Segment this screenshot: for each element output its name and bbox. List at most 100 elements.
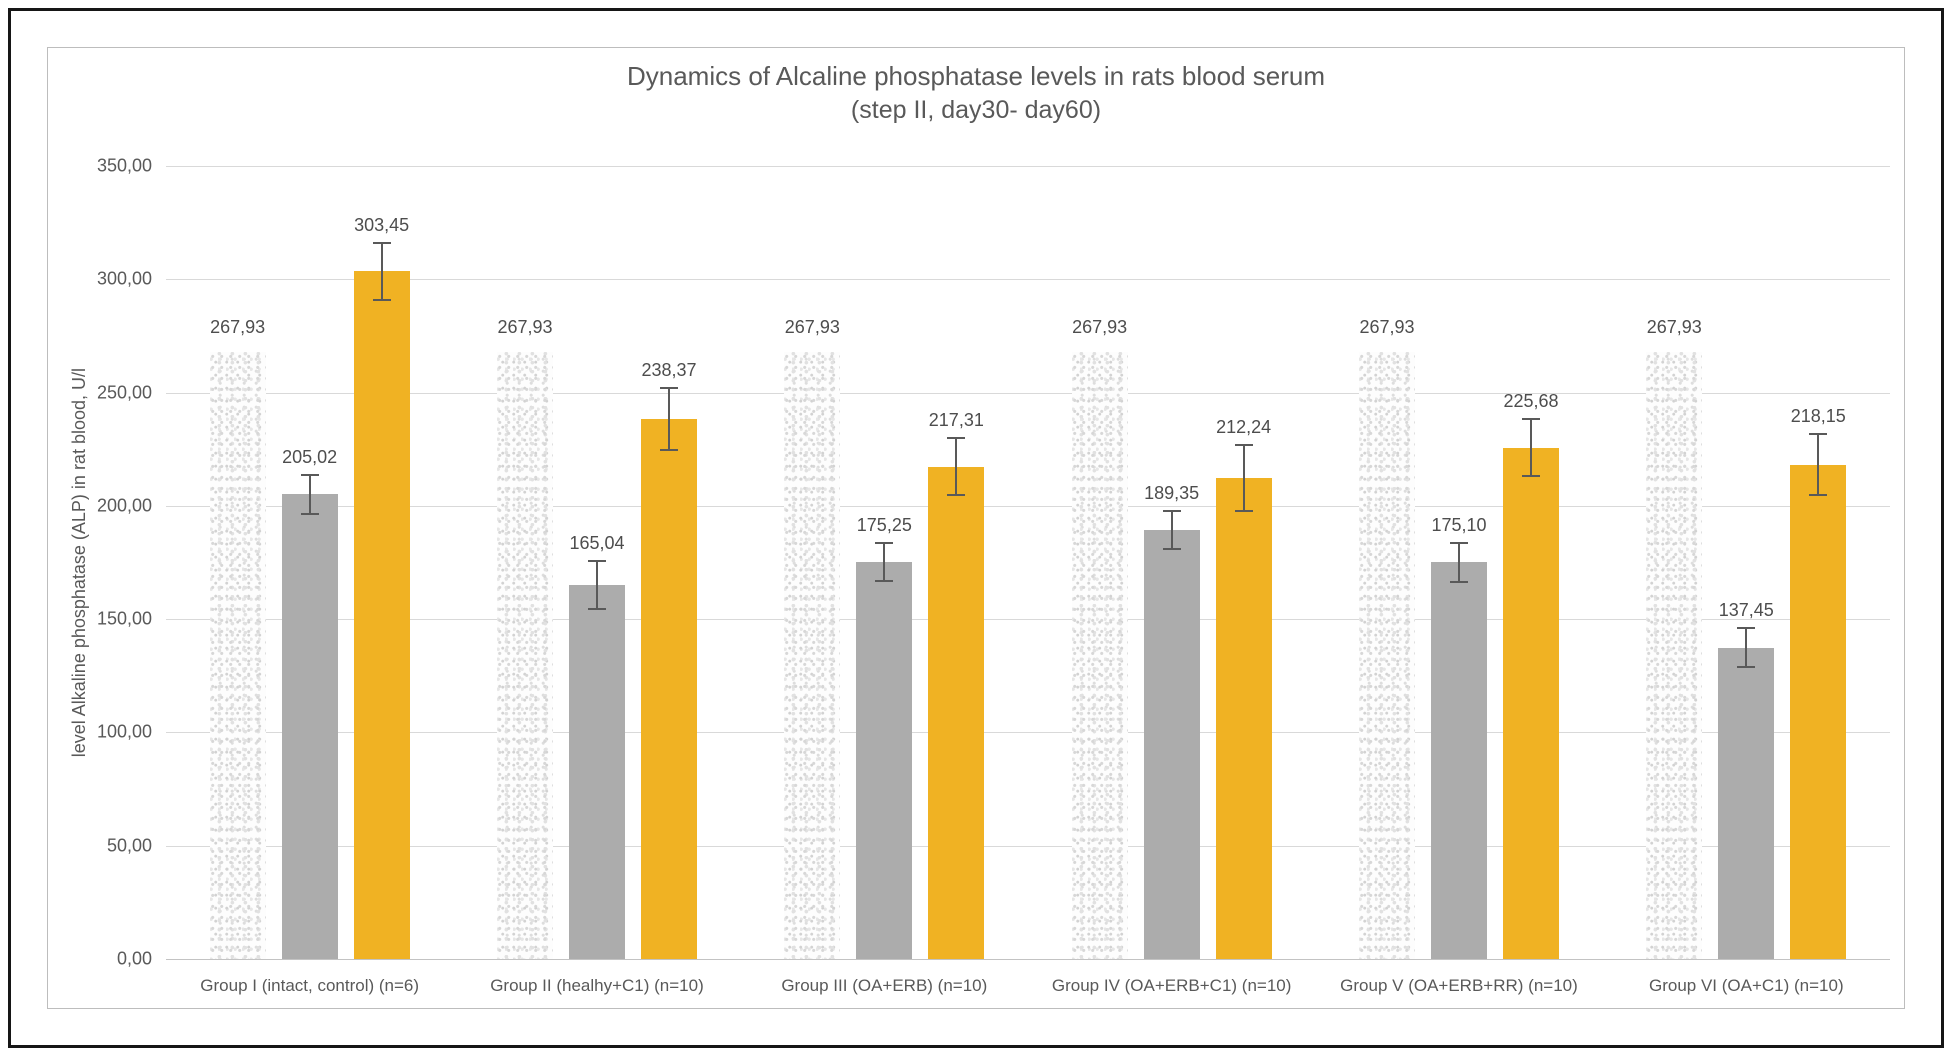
bar-gray-series-group-3 bbox=[856, 561, 913, 959]
bar-reference-speckled-group-3 bbox=[784, 351, 841, 959]
bar-reference-speckled-group-6 bbox=[1646, 351, 1703, 959]
x-category-label-group-2: Group II (healhy+C1) (n=10) bbox=[490, 976, 704, 995]
barwrap-yellow-series-group-6: 218,15 bbox=[1790, 166, 1847, 959]
barwrap-reference-speckled-group-5: 267,93 bbox=[1358, 166, 1415, 959]
gridline bbox=[166, 959, 1890, 960]
bar-reference-speckled-group-4 bbox=[1071, 351, 1128, 959]
figure-outer-frame: Dynamics of Alcaline phosphatase levels … bbox=[8, 8, 1944, 1048]
bar-value-label-reference-speckled-group-5: 267,93 bbox=[1359, 316, 1415, 337]
bar-value-label-gray-series-group-6: 137,45 bbox=[1718, 600, 1774, 621]
bar-yellow-series-group-5 bbox=[1502, 447, 1559, 959]
gridline bbox=[166, 279, 1890, 281]
bar-value-label-gray-series-group-3: 175,25 bbox=[856, 514, 912, 535]
barwrap-yellow-series-group-1: 303,45 bbox=[353, 166, 410, 959]
bar-yellow-series-group-3 bbox=[928, 466, 985, 959]
y-tick-label: 50,00 bbox=[106, 835, 152, 856]
bar-value-label-reference-speckled-group-4: 267,93 bbox=[1072, 316, 1128, 337]
bar-clusters: 267,93 205,02 303,45 267,93 165,04 238,37 267,… bbox=[166, 166, 1890, 959]
bar-value-label-gray-series-group-1: 205,02 bbox=[282, 447, 338, 468]
gridline bbox=[166, 619, 1890, 621]
bar-value-label-reference-speckled-group-3: 267,93 bbox=[784, 316, 840, 337]
bar-cluster-group-6: 267,93 137,45 218,15 bbox=[1603, 166, 1890, 959]
bar-value-label-gray-series-group-5: 175,10 bbox=[1431, 514, 1487, 535]
barwrap-gray-series-group-4: 189,35 bbox=[1143, 166, 1200, 959]
bar-cluster-group-2: 267,93 165,04 238,37 bbox=[453, 166, 740, 959]
bar-value-label-gray-series-group-2: 165,04 bbox=[569, 533, 625, 554]
x-category-label-group-6: Group VI (OA+C1) (n=10) bbox=[1648, 976, 1844, 995]
chart-title-block: Dynamics of Alcaline phosphatase levels … bbox=[48, 60, 1904, 126]
y-axis-title-wrap: level Alkaline phosphatase (ALP) in rat … bbox=[64, 166, 94, 959]
y-tick-label: 300,00 bbox=[96, 268, 152, 289]
gridline bbox=[166, 732, 1890, 734]
bar-value-label-yellow-series-group-4: 212,24 bbox=[1216, 417, 1272, 438]
error-bar-yellow-series-group-1 bbox=[372, 242, 391, 301]
gridline bbox=[166, 166, 1890, 167]
bar-value-label-yellow-series-group-6: 218,15 bbox=[1790, 406, 1846, 427]
barwrap-reference-speckled-group-1: 267,93 bbox=[209, 166, 266, 959]
bar-gray-series-group-1 bbox=[281, 494, 338, 959]
bar-gray-series-group-6 bbox=[1718, 647, 1775, 959]
bar-value-label-reference-speckled-group-2: 267,93 bbox=[497, 316, 553, 337]
bar-value-label-yellow-series-group-5: 225,68 bbox=[1503, 391, 1559, 412]
bar-value-label-yellow-series-group-2: 238,37 bbox=[641, 360, 697, 381]
barwrap-yellow-series-group-2: 238,37 bbox=[640, 166, 697, 959]
bar-cluster-group-1: 267,93 205,02 303,45 bbox=[166, 166, 453, 959]
bar-reference-speckled-group-1 bbox=[209, 351, 266, 959]
bar-value-label-reference-speckled-group-6: 267,93 bbox=[1646, 316, 1702, 337]
barwrap-gray-series-group-1: 205,02 bbox=[281, 166, 338, 959]
bar-reference-speckled-group-5 bbox=[1358, 351, 1415, 959]
bar-value-label-yellow-series-group-3: 217,31 bbox=[928, 410, 984, 431]
chart-subtitle: (step II, day30- day60) bbox=[850, 95, 1102, 124]
barwrap-reference-speckled-group-4: 267,93 bbox=[1071, 166, 1128, 959]
bar-cluster-group-3: 267,93 175,25 217,31 bbox=[741, 166, 1028, 959]
bar-value-label-yellow-series-group-1: 303,45 bbox=[354, 215, 410, 236]
error-bar-yellow-series-group-2 bbox=[659, 387, 678, 451]
bar-cluster-group-5: 267,93 175,10 225,68 bbox=[1315, 166, 1602, 959]
bar-yellow-series-group-6 bbox=[1790, 464, 1847, 959]
bar-value-label-reference-speckled-group-1: 267,93 bbox=[210, 316, 266, 337]
barwrap-reference-speckled-group-2: 267,93 bbox=[496, 166, 553, 959]
error-bar-gray-series-group-1 bbox=[300, 474, 319, 515]
barwrap-yellow-series-group-4: 212,24 bbox=[1215, 166, 1272, 959]
bar-gray-series-group-4 bbox=[1143, 530, 1200, 959]
bar-yellow-series-group-1 bbox=[353, 271, 410, 959]
barwrap-reference-speckled-group-6: 267,93 bbox=[1646, 166, 1703, 959]
bar-yellow-series-group-4 bbox=[1215, 478, 1272, 959]
bar-reference-speckled-group-2 bbox=[496, 351, 553, 959]
error-bar-gray-series-group-3 bbox=[875, 541, 894, 583]
gridline bbox=[166, 845, 1890, 847]
y-tick-label: 0,00 bbox=[116, 948, 152, 969]
x-category-label-group-3: Group III (OA+ERB) (n=10) bbox=[781, 976, 988, 995]
bar-gray-series-group-2 bbox=[568, 585, 625, 959]
chart-title: Dynamics of Alcaline phosphatase levels … bbox=[626, 61, 1326, 91]
y-tick-label: 150,00 bbox=[96, 608, 152, 629]
barwrap-reference-speckled-group-3: 267,93 bbox=[784, 166, 841, 959]
x-category-label-group-5: Group V (OA+ERB+RR) (n=10) bbox=[1340, 976, 1578, 995]
bar-cluster-group-4: 267,93 189,35 212,24 bbox=[1028, 166, 1315, 959]
error-bar-gray-series-group-5 bbox=[1449, 541, 1468, 583]
plot-area: 350,00 300,00 250,00 200,00 150,00 100,00 50,0… bbox=[97, 156, 1890, 969]
x-category-label-group-1: Group I (intact, control) (n=6) bbox=[200, 976, 420, 995]
y-tick-label: 100,00 bbox=[96, 721, 152, 742]
barwrap-gray-series-group-2: 165,04 bbox=[568, 166, 625, 959]
error-bar-yellow-series-group-3 bbox=[947, 437, 966, 497]
gridline bbox=[166, 505, 1890, 507]
bar-yellow-series-group-2 bbox=[640, 418, 697, 959]
y-tick-label: 350,00 bbox=[96, 155, 152, 176]
x-axis-labels: Group I (intact, control) (n=6) Group II … bbox=[166, 976, 1890, 996]
y-tick-label: 200,00 bbox=[96, 495, 152, 516]
barwrap-gray-series-group-6: 137,45 bbox=[1718, 166, 1775, 959]
error-bar-yellow-series-group-6 bbox=[1809, 433, 1828, 497]
barwrap-gray-series-group-5: 175,10 bbox=[1430, 166, 1487, 959]
error-bar-yellow-series-group-5 bbox=[1521, 418, 1540, 478]
error-bar-gray-series-group-6 bbox=[1737, 627, 1756, 668]
barwrap-yellow-series-group-3: 217,31 bbox=[928, 166, 985, 959]
y-tick-label: 250,00 bbox=[96, 382, 152, 403]
x-category-label-group-4: Group IV (OA+ERB+C1) (n=10) bbox=[1051, 976, 1292, 995]
error-bar-gray-series-group-2 bbox=[587, 560, 606, 610]
barwrap-gray-series-group-3: 175,25 bbox=[856, 166, 913, 959]
error-bar-yellow-series-group-4 bbox=[1234, 444, 1253, 513]
y-axis-title: level Alkaline phosphatase (ALP) in rat … bbox=[68, 367, 89, 758]
bar-gray-series-group-5 bbox=[1430, 562, 1487, 959]
